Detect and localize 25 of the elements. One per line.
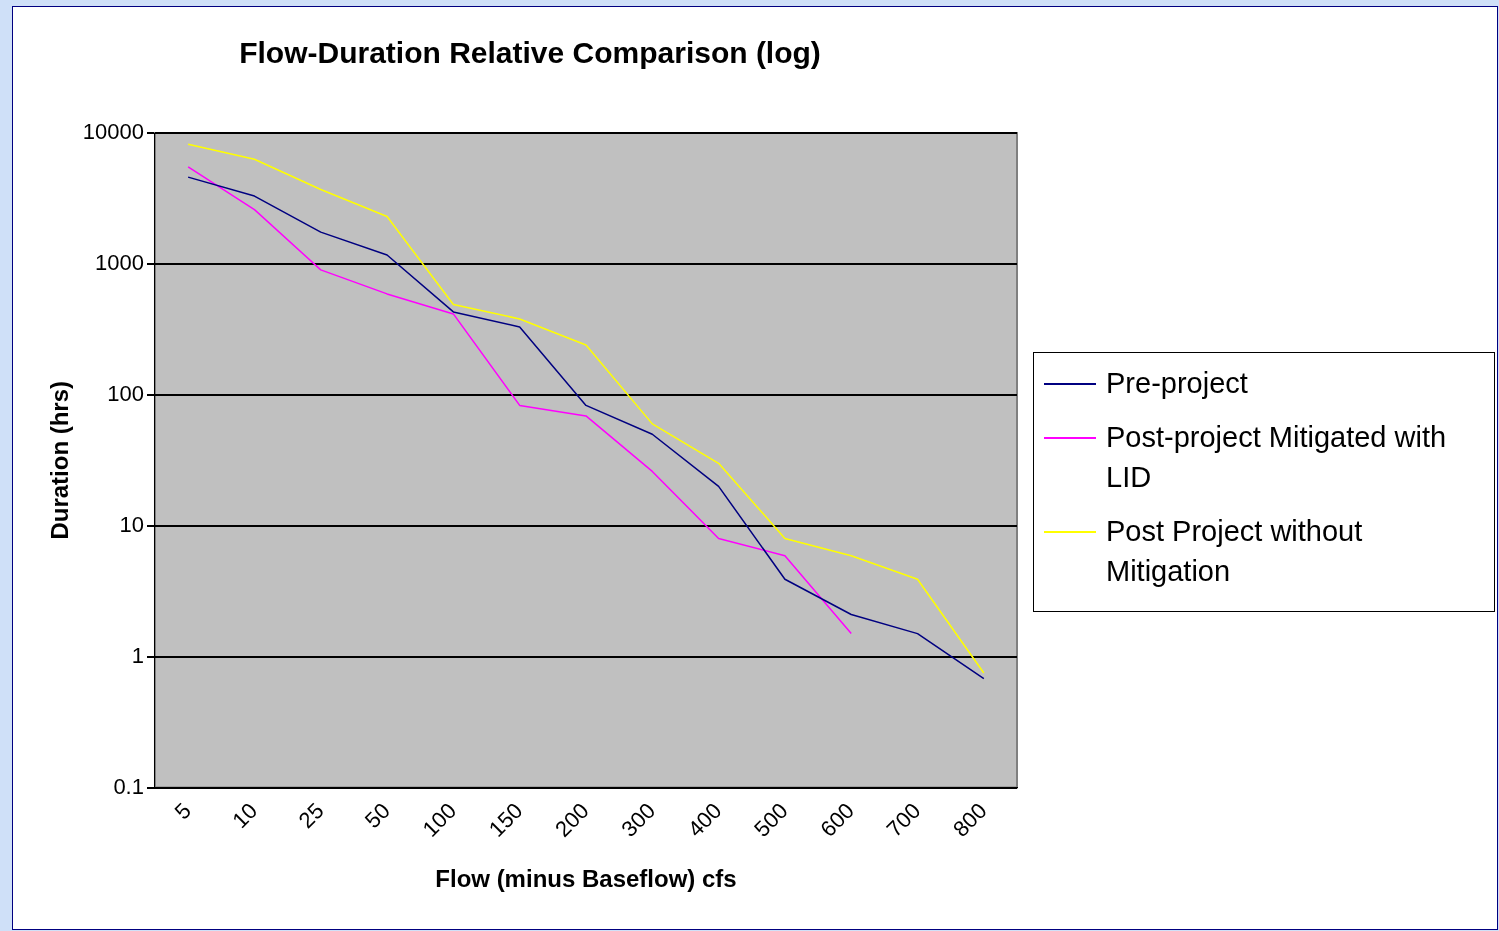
y-tick-label: 10000 bbox=[82, 119, 144, 145]
y-tick-label: 1000 bbox=[95, 249, 144, 275]
x-tick-label: 100 bbox=[417, 798, 462, 842]
x-tick-label: 150 bbox=[483, 798, 528, 842]
chart-title: Flow-Duration Relative Comparison (log) bbox=[239, 36, 821, 70]
x-tick-label: 700 bbox=[881, 798, 926, 842]
y-axis-title: Duration (hrs) bbox=[46, 380, 74, 540]
x-tick-label: 800 bbox=[948, 798, 992, 842]
x-tick-label: 200 bbox=[550, 798, 594, 842]
x-tick-label: 400 bbox=[682, 798, 727, 842]
y-tick-label: 1 bbox=[131, 642, 144, 668]
x-tick-label: 500 bbox=[749, 798, 793, 842]
legend-label: Post Project without Mitigation bbox=[1106, 514, 1364, 589]
x-tick-label: 10 bbox=[227, 798, 263, 834]
x-axis-title: Flow (minus Baseflow) cfs bbox=[435, 865, 737, 893]
x-tick-label: 25 bbox=[293, 798, 329, 834]
x-tick-label: 300 bbox=[616, 798, 661, 842]
legend-label: Pre-project bbox=[1106, 366, 1248, 401]
x-tick-label: 5 bbox=[169, 798, 196, 825]
y-tick-label: 100 bbox=[107, 380, 144, 406]
x-tick-label: 600 bbox=[815, 798, 860, 842]
x-tick-label: 50 bbox=[359, 798, 395, 834]
y-tick-label: 0.1 bbox=[113, 773, 144, 799]
legend-label: Post-project Mitigated with LID bbox=[1106, 420, 1448, 495]
y-tick-label: 10 bbox=[119, 511, 144, 537]
